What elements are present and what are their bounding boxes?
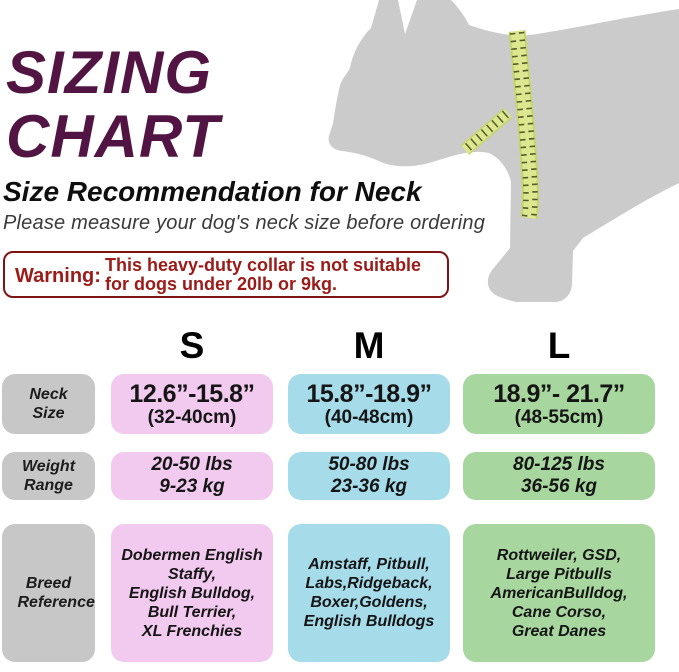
warning-text: This heavy-duty collar is not suitable f…	[105, 256, 421, 294]
weight-range-s: 20-50 lbs 9-23 kg	[111, 452, 273, 500]
size-header-s: S	[179, 325, 205, 366]
weight-l-lbs: 80-125 lbs	[513, 454, 605, 475]
row-label-text: Neck Size	[29, 386, 68, 422]
row-label-weight-range: Weight Range	[2, 452, 95, 500]
warning-text-line1: This heavy-duty collar is not suitable	[105, 255, 422, 275]
breed-line: Bull Terrier,	[147, 603, 237, 621]
page-title-line1: SIZING	[6, 39, 213, 106]
row-label-text: Weight Range	[21, 458, 76, 494]
neck-size-l-cm: (48-55cm)	[514, 407, 604, 428]
warning-box: Warning: This heavy-duty collar is not s…	[3, 251, 449, 298]
breed-line: Labs,Ridgeback,	[305, 575, 433, 592]
weight-s-lbs: 20-50 lbs	[151, 454, 233, 475]
breed-line: English Bulldog,	[128, 584, 256, 602]
breed-reference-s: Dobermen English Staffy, English Bulldog…	[111, 524, 273, 662]
weight-m-kg: 23-36 kg	[330, 476, 408, 497]
breed-line: Boxer,Goldens,	[310, 594, 428, 611]
row-label-text: Breed Reference	[17, 575, 95, 611]
weight-l-kg: 36-56 kg	[520, 476, 598, 497]
weight-range-m: 50-80 lbs 23-36 kg	[288, 452, 450, 500]
page-title-line2: CHART	[6, 103, 220, 170]
subtitle: Size Recommendation for Neck	[3, 176, 422, 207]
row-label-neck-size: Neck Size	[2, 374, 95, 434]
weight-range-l: 80-125 lbs 36-56 kg	[463, 452, 655, 500]
breed-line: Rottweiler, GSD,	[496, 546, 622, 564]
breed-reference-l: Rottweiler, GSD, Large Pitbulls American…	[463, 524, 655, 662]
neck-size-m-cm: (40-48cm)	[324, 407, 414, 428]
neck-size-s-inches: 12.6”-15.8”	[129, 380, 255, 408]
breed-line: English Bulldogs	[303, 613, 435, 630]
warning-label: Warning:	[15, 265, 101, 287]
breed-line: Cane Corso,	[511, 603, 607, 621]
breed-reference-m: Amstaff, Pitbull, Labs,Ridgeback, Boxer,…	[288, 524, 450, 662]
breed-line: AmericanBulldog,	[490, 584, 628, 602]
neck-size-l-inches: 18.9”- 21.7”	[493, 380, 625, 408]
measuring-tape	[510, 30, 537, 219]
warning-text-line2: for dogs under 20lb or 9kg.	[105, 274, 338, 294]
breed-line: Large Pitbulls	[506, 565, 612, 583]
neck-size-m-inches: 15.8”-18.9”	[306, 380, 432, 408]
breed-line: Dobermen English	[121, 546, 263, 564]
size-header-l: L	[547, 325, 571, 366]
size-header-m: M	[353, 325, 385, 366]
row-label-breed-reference: Breed Reference	[2, 524, 95, 662]
measure-note: Please measure your dog's neck size befo…	[3, 212, 486, 234]
breed-line: Great Danes	[511, 622, 607, 640]
neck-size-s-cm: (32-40cm)	[147, 407, 237, 428]
dog-silhouette	[328, 0, 679, 302]
weight-m-lbs: 50-80 lbs	[328, 454, 410, 475]
dog-illustration	[328, 0, 679, 302]
breed-line: Amstaff, Pitbull,	[308, 556, 430, 573]
weight-s-kg: 9-23 kg	[159, 476, 225, 497]
breed-line: Staffy,	[167, 565, 216, 583]
breed-line: XL Frenchies	[141, 622, 243, 640]
neck-size-s: 12.6”-15.8” (32-40cm)	[111, 374, 273, 434]
neck-size-l: 18.9”- 21.7” (48-55cm)	[463, 374, 655, 434]
neck-size-m: 15.8”-18.9” (40-48cm)	[288, 374, 450, 434]
